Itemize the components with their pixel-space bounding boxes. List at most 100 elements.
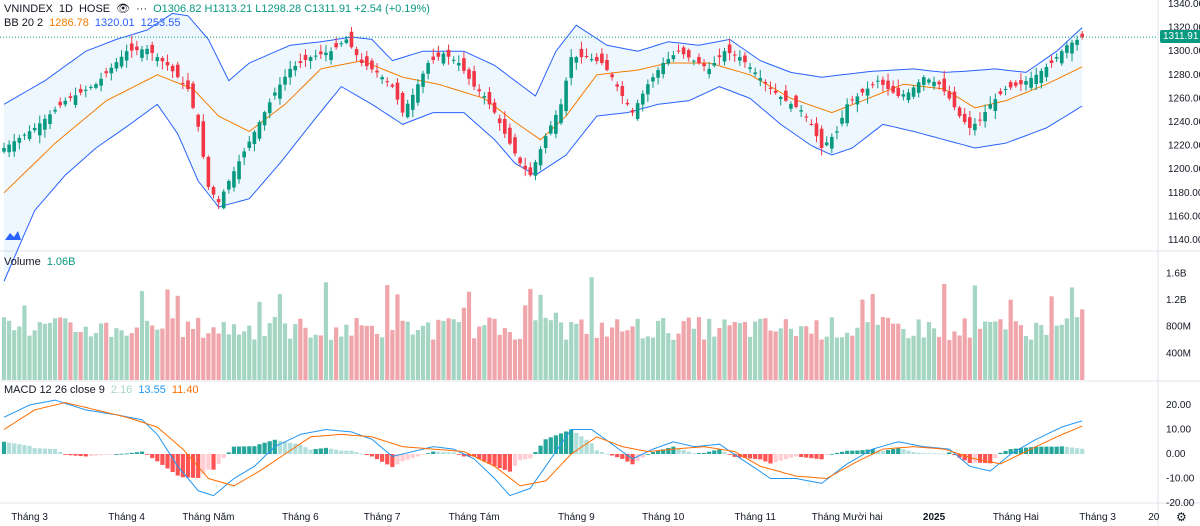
bb-lower-value: 1253.55 [140,17,181,29]
candle-body [676,50,681,52]
volume-bar [359,325,364,380]
volume-bar [150,325,155,380]
volume-bar [512,339,518,380]
volume-bar [426,322,431,380]
macd-label[interactable]: MACD 12 26 close 9 [4,384,105,396]
candle-body [973,123,977,131]
macd-histogram-bar [1075,448,1080,454]
macd-histogram-bar [722,451,727,454]
candle-body [257,122,262,139]
volume-tick-label: 800M [1166,322,1191,333]
candle-body [528,167,533,176]
candle-body [911,87,916,97]
candle-body [508,127,512,144]
volume-bar [1049,296,1054,380]
volume-bar [293,324,298,380]
candle-body [196,114,200,127]
volume-bar [558,322,564,380]
candle-body [1019,80,1023,85]
bb-label[interactable]: BB 20 2 [4,17,44,29]
interval-label[interactable]: 1D [58,2,73,15]
macd-histogram-bar [947,452,952,454]
candle-body [743,55,747,63]
macd-histogram-bar [747,454,753,459]
bb-upper-line [3,12,1083,105]
macd-histogram-bar [420,454,426,455]
time-tick-label: Tháng 3 [1079,512,1116,523]
candle-body [533,162,538,176]
candle-body [748,67,752,69]
settings-gear-icon[interactable]: ⚙ [1176,510,1187,524]
volume-bar [998,319,1003,380]
candle-body [620,86,625,97]
volume-bar [589,277,594,380]
volume-bar [604,336,610,380]
candle-body [881,79,885,85]
macd-histogram-bar [201,454,206,474]
volume-bar [538,294,543,380]
tradingview-logo-icon[interactable] [4,228,22,242]
candle-body [68,96,73,99]
volume-bar [855,327,860,380]
volume-bar [686,317,691,380]
candle-body [370,60,374,70]
volume-bar [144,320,150,380]
macd-histogram-bar [773,454,778,463]
volume-bar [334,327,339,380]
macd-histogram-bar [472,454,477,457]
volume-tick-label: 1.2B [1166,295,1187,306]
volume-bar [753,321,758,380]
candle-body [288,68,292,78]
volume-legend: Volume 1.06B [4,256,75,268]
candle-body [380,77,384,80]
volume-bar [952,331,957,380]
macd-histogram-bar [190,454,196,478]
candle-body [850,99,855,101]
candle-body [227,181,231,190]
candle-body [865,88,870,96]
price-tick-label: 1260.00 [1168,93,1200,104]
volume-bar [799,326,804,380]
more-icon[interactable]: ··· [136,2,148,15]
volume-bar [635,318,640,380]
time-tick-label: Tháng 11 [734,512,776,523]
candle-body [27,131,32,139]
volume-label[interactable]: Volume [4,256,41,268]
candle-body [119,56,124,67]
candle-body [472,71,476,87]
eye-icon[interactable]: 👁 [116,3,131,15]
candle-body [574,57,579,63]
symbol-label[interactable]: VNINDEX [4,2,53,15]
volume-bar [896,323,901,380]
macd-histogram-bar [180,454,185,478]
volume-bar [22,305,27,380]
macd-histogram-bar [921,453,926,454]
volume-bar [666,333,671,380]
candle-body [160,58,165,62]
volume-bar [880,317,886,380]
macd-histogram-bar [538,445,543,454]
volume-bar [242,331,247,380]
volume-bar [661,318,666,380]
volume-bar [185,321,191,380]
volume-bar [1018,325,1023,380]
candle-body [855,96,860,105]
candle-body [656,70,660,78]
volume-bar [921,337,926,380]
volume-bar [875,324,880,380]
macd-histogram-bar [1054,446,1059,454]
candle-body [221,191,226,209]
volume-bar [988,321,993,380]
macd-histogram-bar [37,448,42,454]
candle-body [559,104,563,124]
candle-body [32,127,37,131]
candle-body [73,95,78,105]
volume-bar [73,331,78,380]
candle-body [43,118,47,130]
volume-bar [609,327,615,380]
candle-body [37,123,42,136]
time-tick-label: Tháng Tám [449,512,500,523]
macd-histogram-bar [492,454,497,467]
volume-bar [829,317,834,380]
